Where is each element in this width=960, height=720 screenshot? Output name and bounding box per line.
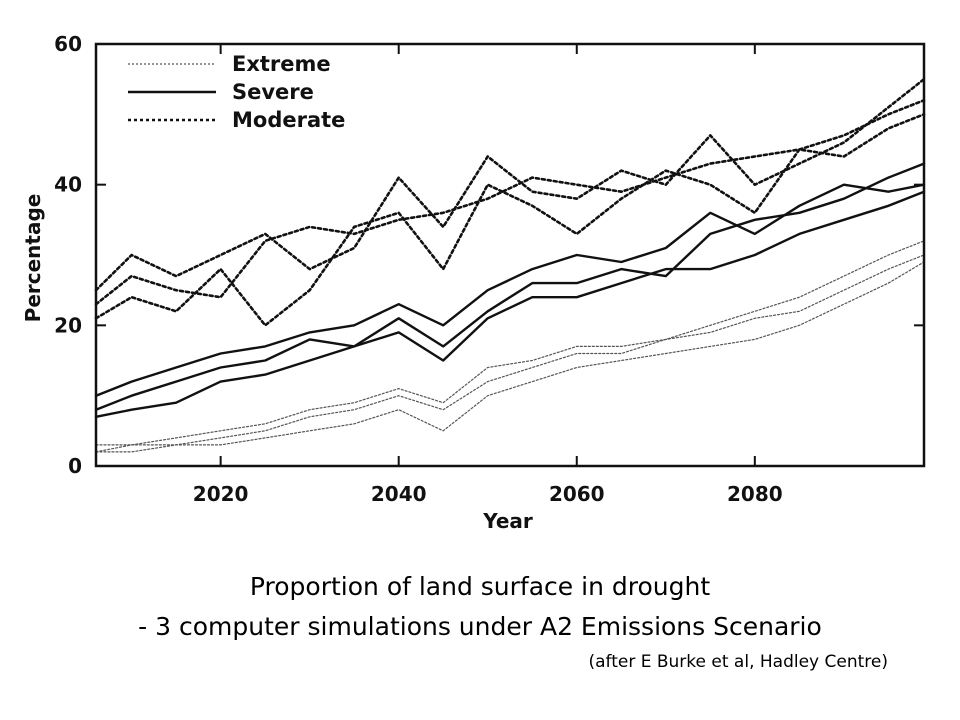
series-line-extreme-3 (95, 261, 925, 453)
y-axis-title: Percentage (21, 194, 45, 323)
y-tick-label-0: 0 (68, 454, 82, 478)
drought-chart: 2020 2040 2060 2080 0 20 40 60 Extreme Severe Mod… (21, 32, 926, 533)
series-line-extreme-1 (95, 240, 925, 446)
series-line-severe-1 (94, 162, 926, 411)
x-axis-title: Year (482, 509, 533, 533)
legend-label-severe: Severe (232, 80, 314, 104)
series-line-moderate-3 (94, 113, 926, 327)
caption-subtitle: - 3 computer simulations under A2 Emissi… (138, 612, 822, 641)
legend: Extreme Severe Moderate (128, 52, 345, 132)
y-tick-label-20: 20 (54, 313, 82, 337)
series-layer (94, 77, 926, 453)
x-tick-label-2080: 2080 (727, 482, 783, 506)
series-line-moderate-1 (94, 99, 926, 306)
series-line-extreme-2 (95, 254, 925, 453)
series-line-moderate-2 (94, 77, 926, 292)
series-line-severe-2 (94, 183, 926, 397)
caption-credit: (after E Burke et al, Hadley Centre) (588, 652, 888, 672)
x-tick-label-2060: 2060 (549, 482, 605, 506)
caption-title: Proportion of land surface in drought (249, 572, 711, 601)
x-tick-label-2040: 2040 (371, 482, 427, 506)
plot-frame (94, 42, 926, 468)
x-tick-label-2020: 2020 (193, 482, 249, 506)
y-tick-label-40: 40 (54, 173, 82, 197)
legend-label-moderate: Moderate (232, 108, 345, 132)
legend-label-extreme: Extreme (232, 52, 331, 76)
y-tick-label-60: 60 (54, 32, 82, 56)
series-line-severe-3 (94, 190, 926, 418)
